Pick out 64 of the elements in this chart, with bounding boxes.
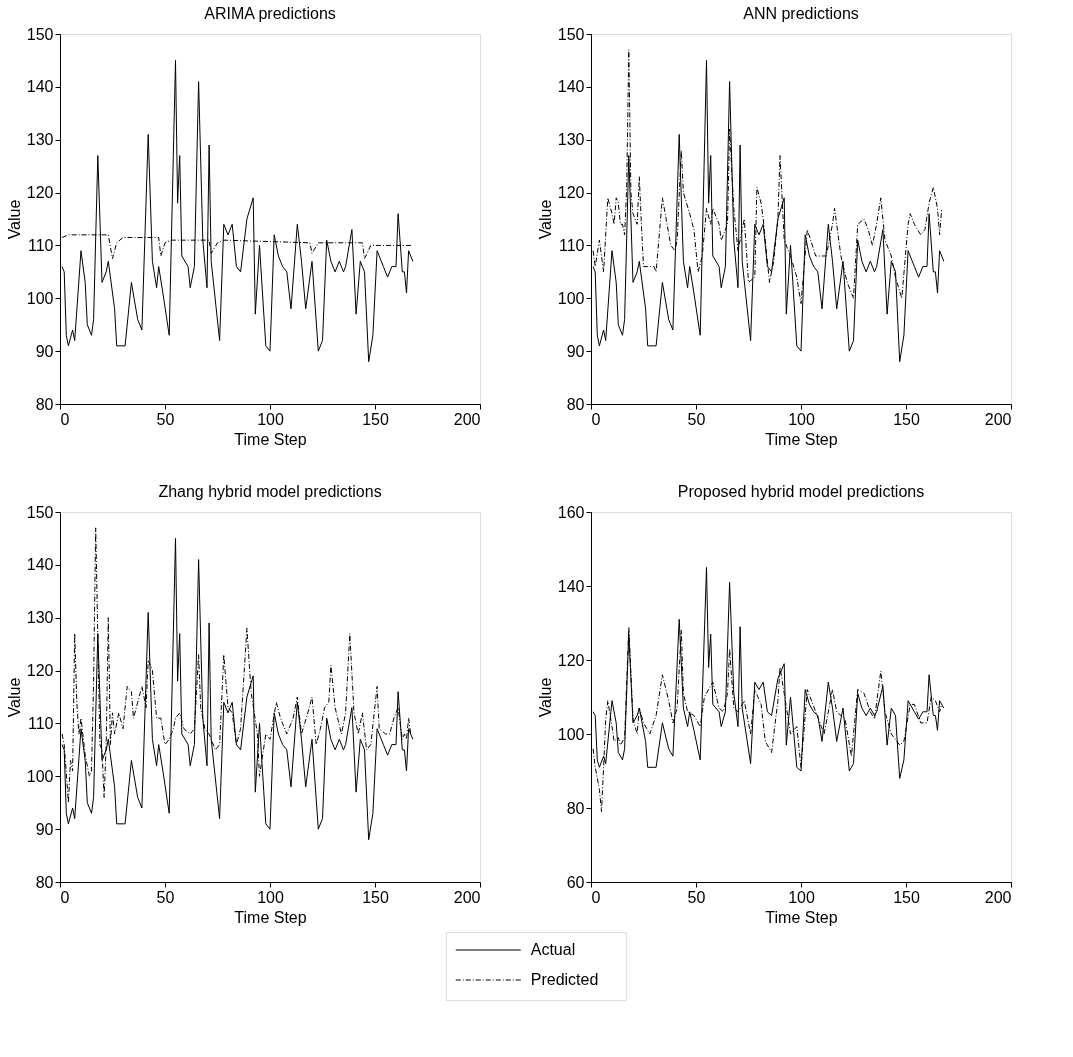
- chart-title: Proposed hybrid model predictions: [677, 483, 925, 500]
- x-axis-title: Time Step: [234, 908, 307, 926]
- x-tick-label: 150: [362, 410, 389, 428]
- x-tick-label: 150: [893, 410, 920, 428]
- x-tick-label: 50: [156, 410, 175, 428]
- y-tick-label: 120: [26, 184, 54, 202]
- y-tick-label: 140: [26, 556, 54, 574]
- y-tick-label: 120: [26, 662, 54, 680]
- x-tick-label: 150: [362, 888, 389, 906]
- legend-label: Actual: [530, 941, 576, 958]
- y-tick-label: 140: [26, 78, 54, 96]
- y-tick-label: 120: [557, 184, 585, 202]
- y-tick-label: 110: [27, 236, 54, 254]
- y-tick-label: 100: [26, 767, 54, 785]
- y-tick-label: 100: [26, 289, 54, 307]
- y-tick-label: 80: [566, 395, 585, 413]
- x-tick-label: 0: [60, 410, 70, 428]
- legend-label: Predicted: [530, 971, 599, 988]
- y-tick-label: 100: [557, 725, 585, 743]
- x-tick-label: 150: [893, 888, 920, 906]
- x-tick-label: 100: [788, 888, 815, 906]
- x-tick-label: 50: [687, 888, 706, 906]
- x-tick-label: 100: [257, 410, 284, 428]
- y-tick-label: 150: [26, 503, 54, 521]
- y-tick-label: 90: [566, 342, 585, 360]
- chart-title: ARIMA predictions: [204, 5, 336, 22]
- x-axis-title: Time Step: [234, 430, 307, 448]
- x-tick-label: 200: [984, 888, 1012, 906]
- y-tick-label: 150: [557, 25, 585, 43]
- y-axis-title: Value: [5, 677, 23, 718]
- y-axis-title: Value: [536, 677, 554, 718]
- x-axis-title: Time Step: [765, 430, 838, 448]
- x-tick-label: 0: [60, 888, 70, 906]
- y-tick-label: 80: [35, 395, 54, 413]
- x-tick-label: 200: [453, 410, 481, 428]
- x-tick-label: 50: [687, 410, 706, 428]
- y-tick-label: 160: [557, 503, 585, 521]
- x-tick-label: 0: [591, 888, 601, 906]
- y-tick-label: 80: [35, 873, 54, 891]
- y-tick-label: 60: [566, 873, 585, 891]
- y-tick-label: 80: [566, 799, 585, 817]
- y-tick-label: 140: [557, 78, 585, 96]
- y-tick-label: 90: [35, 342, 54, 360]
- y-tick-label: 150: [26, 25, 54, 43]
- y-axis-title: Value: [536, 199, 554, 240]
- y-axis-title: Value: [5, 199, 23, 240]
- y-tick-label: 110: [27, 714, 54, 732]
- chart-title: Zhang hybrid model predictions: [158, 483, 382, 500]
- y-tick-label: 130: [26, 609, 54, 627]
- x-tick-label: 200: [453, 888, 481, 906]
- y-tick-label: 120: [557, 651, 585, 669]
- x-tick-label: 50: [156, 888, 175, 906]
- chart-title: ANN predictions: [743, 5, 859, 22]
- x-tick-label: 100: [257, 888, 284, 906]
- x-tick-label: 100: [788, 410, 815, 428]
- x-tick-label: 0: [591, 410, 601, 428]
- y-tick-label: 130: [26, 131, 54, 149]
- x-tick-label: 200: [984, 410, 1012, 428]
- x-axis-title: Time Step: [765, 908, 838, 926]
- y-tick-label: 140: [557, 577, 585, 595]
- y-tick-label: 110: [558, 236, 585, 254]
- y-tick-label: 100: [557, 289, 585, 307]
- y-tick-label: 90: [35, 820, 54, 838]
- y-tick-label: 130: [557, 131, 585, 149]
